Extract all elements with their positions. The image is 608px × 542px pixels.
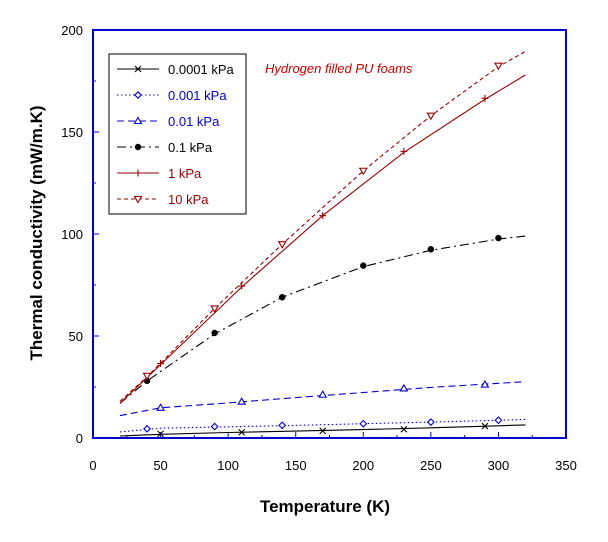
series-4-point-1 — [238, 282, 246, 290]
series-3-point-4 — [427, 246, 435, 253]
series-line-3 — [119, 235, 526, 404]
x-tick-label-2: 100 — [217, 458, 239, 473]
series-5-point-5 — [493, 62, 503, 71]
series-2-point-2 — [318, 390, 328, 398]
y-axis-title: Thermal conductivity (mW/m.K) — [27, 105, 46, 360]
legend-label-5: 10 kPa — [168, 192, 209, 207]
series-1-point-4 — [426, 418, 435, 427]
series-line-5 — [119, 50, 526, 402]
series-5-point-1 — [210, 305, 220, 314]
x-tick-label-6: 300 — [488, 458, 510, 473]
series-0-point-4 — [481, 422, 489, 430]
legend-label-2: 0.01 kPa — [168, 114, 220, 129]
legend-marker-1 — [134, 91, 142, 99]
legend-label-0: 0.0001 kPa — [168, 62, 235, 77]
x-tick-label-1: 50 — [153, 458, 167, 473]
series-line-0 — [119, 424, 526, 437]
x-tick-label-4: 200 — [352, 458, 374, 473]
series-3-point-3 — [360, 262, 367, 269]
series-2-point-0 — [156, 403, 166, 411]
series-3-point-5 — [495, 234, 502, 242]
x-tick-label-5: 250 — [420, 458, 442, 473]
series-2-point-4 — [480, 379, 490, 388]
legend-box — [108, 53, 247, 215]
series-0-point-3 — [400, 425, 408, 433]
legend-marker-2 — [133, 116, 143, 125]
y-tick-label-2: 100 — [61, 227, 83, 242]
y-tick-label-4: 200 — [61, 23, 83, 38]
y-tick-label-0: 0 — [76, 431, 83, 446]
x-tick-label-0: 0 — [89, 458, 96, 473]
legend-label-4: 1 kPa — [168, 166, 202, 181]
y-tick-label-3: 150 — [61, 125, 83, 140]
series-5-point-2 — [277, 241, 287, 249]
series-2-point-3 — [399, 383, 409, 392]
series-4-point-2 — [319, 212, 327, 220]
legend-marker-4 — [134, 169, 142, 177]
series-line-1 — [119, 418, 526, 433]
legend-label-3: 0.1 kPa — [168, 140, 213, 155]
series-4-point-4 — [481, 94, 489, 102]
series-1-point-0 — [143, 424, 152, 433]
y-tick-label-1: 50 — [69, 329, 83, 344]
series-3-point-1 — [211, 329, 218, 337]
series-4-point-3 — [400, 147, 408, 155]
series-5-point-3 — [358, 167, 368, 176]
series-5-point-4 — [426, 112, 436, 121]
chart-annotation: Hydrogen filled PU foams — [265, 61, 413, 76]
series-0-point-1 — [238, 428, 246, 436]
series-2-point-1 — [237, 397, 247, 405]
x-tick-label-7: 350 — [555, 458, 577, 473]
series-5-point-0 — [142, 372, 152, 381]
x-axis-title: Temperature (K) — [260, 497, 390, 516]
series-3-point-2 — [278, 293, 286, 301]
series-1-point-5 — [494, 416, 503, 425]
series-1-point-2 — [278, 421, 287, 430]
legend-marker-3 — [134, 143, 142, 151]
series-line-2 — [119, 381, 526, 417]
x-tick-label-3: 150 — [285, 458, 307, 473]
legend-label-1: 0.001 kPa — [168, 88, 227, 103]
series-4-point-0 — [157, 360, 165, 368]
legend-marker-0 — [134, 65, 142, 73]
legend-marker-5 — [133, 195, 143, 204]
series-1-point-3 — [359, 419, 368, 428]
series-0-point-2 — [319, 427, 327, 435]
series-1-point-1 — [210, 422, 219, 431]
series-0-point-0 — [157, 430, 164, 438]
